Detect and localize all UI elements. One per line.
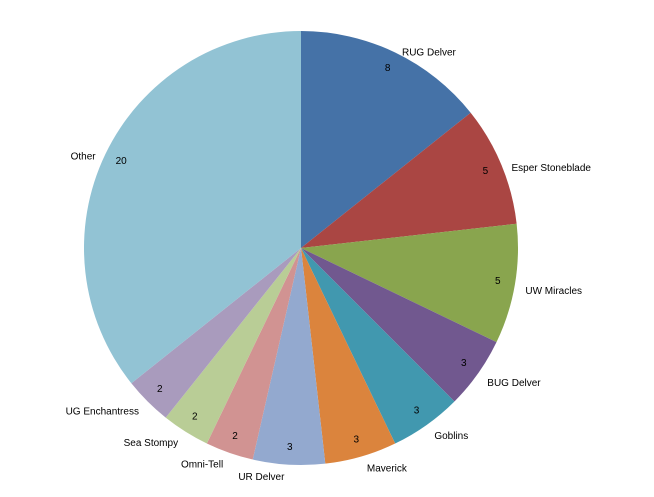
data-label: 3 bbox=[414, 405, 420, 416]
data-label: 2 bbox=[232, 431, 238, 442]
pie-slice bbox=[131, 248, 301, 418]
data-label: 5 bbox=[495, 276, 501, 287]
category-label: Maverick bbox=[367, 463, 408, 474]
pie-slice bbox=[301, 223, 518, 343]
category-label: UR Delver bbox=[238, 472, 285, 483]
pie-slice bbox=[165, 248, 301, 444]
pie-slice bbox=[301, 31, 471, 248]
data-label: 2 bbox=[192, 412, 198, 423]
category-label: RUG Delver bbox=[402, 47, 457, 58]
data-label: 8 bbox=[385, 63, 391, 74]
category-label: Other bbox=[71, 152, 97, 163]
category-label: UW Miracles bbox=[525, 286, 582, 297]
pie-slice bbox=[301, 112, 517, 248]
pie-slice bbox=[83, 31, 302, 384]
pie-slice bbox=[252, 248, 326, 466]
data-label: 3 bbox=[461, 358, 467, 369]
category-label: Omni-Tell bbox=[181, 460, 223, 471]
data-label: 3 bbox=[287, 442, 293, 453]
pie-slice bbox=[301, 248, 455, 444]
data-label: 5 bbox=[483, 166, 489, 177]
category-label: BUG Delver bbox=[487, 378, 541, 389]
pie-slice bbox=[301, 248, 497, 402]
category-label: UG Enchantress bbox=[66, 407, 139, 418]
category-label: Goblins bbox=[434, 431, 468, 442]
data-label: 20 bbox=[116, 156, 128, 167]
pie-slice bbox=[301, 248, 396, 464]
category-label: Sea Stompy bbox=[124, 438, 178, 449]
data-label: 3 bbox=[353, 434, 359, 445]
category-label: Esper Stoneblade bbox=[511, 163, 591, 174]
pie-slice bbox=[206, 248, 301, 460]
data-label: 2 bbox=[157, 384, 163, 395]
